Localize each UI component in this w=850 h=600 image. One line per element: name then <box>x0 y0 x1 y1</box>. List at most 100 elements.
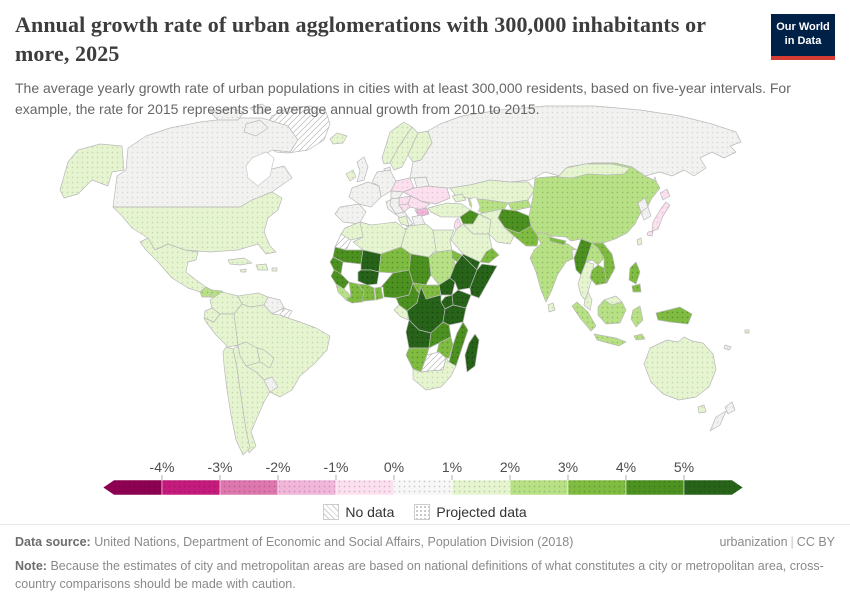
map-region-canada[interactable] <box>112 117 299 208</box>
map-region-arctic-islands[interactable] <box>243 119 269 137</box>
map-region-jamaica[interactable] <box>239 268 247 273</box>
map-region-chile[interactable] <box>222 346 251 456</box>
map-region-nigeria[interactable] <box>380 269 414 299</box>
map-region-japan-honshu[interactable] <box>651 201 671 232</box>
map-region-iceland[interactable] <box>329 132 348 145</box>
map-region-egypt[interactable] <box>432 229 455 253</box>
map-region-burkina-faso[interactable] <box>357 269 380 286</box>
map-region-serbia[interactable] <box>398 203 411 213</box>
projected-data-swatch-icon <box>414 504 431 520</box>
attribution-separator: | <box>790 535 794 549</box>
map-region-togo-benin[interactable] <box>374 286 384 301</box>
svg-text:2%: 2% <box>500 459 520 475</box>
map-region-oman[interactable] <box>479 247 500 264</box>
map-region-ghana[interactable] <box>357 283 376 303</box>
map-region-uruguay[interactable] <box>263 376 279 393</box>
hudson-bay <box>245 151 275 187</box>
map-region-mexico[interactable] <box>139 237 207 293</box>
map-region-gabon-congo[interactable] <box>393 304 410 321</box>
map-region-south-sudan[interactable] <box>438 277 456 296</box>
svg-text:0%: 0% <box>384 459 404 475</box>
map-region-bulgaria[interactable] <box>414 207 430 218</box>
map-region-france[interactable] <box>348 181 382 208</box>
data-source-text: United Nations, Department of Economic a… <box>94 535 574 549</box>
map-region-philippines[interactable] <box>628 261 641 285</box>
map-region-paraguay[interactable] <box>256 347 275 369</box>
projected-data-label: Projected data <box>436 504 527 520</box>
map-region-caucasus[interactable] <box>451 193 467 203</box>
map-region-sri-lanka[interactable] <box>547 302 556 313</box>
map-region-guyana-suriname[interactable] <box>263 296 285 315</box>
map-region-sulawesi[interactable] <box>630 305 644 328</box>
map-region-tanzania[interactable] <box>442 304 467 326</box>
map-region-puerto-rico[interactable] <box>271 267 278 272</box>
map-region-alaska[interactable] <box>59 143 125 199</box>
map-region-zimbabwe[interactable] <box>436 336 454 359</box>
svg-text:-3%: -3% <box>208 459 233 475</box>
no-data-swatch-icon <box>323 504 340 520</box>
map-region-ireland[interactable] <box>345 169 357 182</box>
map-region-japan-kyushu[interactable] <box>646 230 654 237</box>
map-region-mali[interactable] <box>360 249 382 273</box>
map-legend: -4% -3% -2% -1% 0% 1% 2% 3% 4% 5% No data Project… <box>0 459 850 520</box>
map-region-germany-central-europe[interactable] <box>371 169 397 198</box>
map-region-new-zealand-north[interactable] <box>724 401 736 415</box>
map-region-arctic-islands[interactable] <box>249 103 271 115</box>
map-region-spain-portugal[interactable] <box>334 203 367 225</box>
map-region-south-korea[interactable] <box>640 206 652 221</box>
legend-keys: No data Projected data <box>0 504 850 520</box>
svg-text:4%: 4% <box>616 459 636 475</box>
chart-footer: Data source: United Nations, Department … <box>0 524 850 600</box>
svg-text:-1%: -1% <box>324 459 349 475</box>
map-region-mongolia[interactable] <box>557 163 631 179</box>
map-region-united-kingdom[interactable] <box>356 156 369 183</box>
chart-note: Note: Because the estimates of city and … <box>15 557 835 593</box>
map-region-cuba[interactable] <box>227 257 253 266</box>
owid-logo-line2: in Data <box>784 35 822 47</box>
svg-text:3%: 3% <box>558 459 578 475</box>
chart-subtitle: The average yearly growth rate of urban … <box>15 80 791 118</box>
no-data-key: No data <box>323 504 394 520</box>
data-source-label: Data source: <box>15 535 91 549</box>
map-region-south-africa[interactable] <box>412 357 457 391</box>
map-region-mindanao[interactable] <box>631 283 642 293</box>
map-region-new-caledonia[interactable] <box>723 344 732 351</box>
map-region-kazakhstan[interactable] <box>449 179 536 204</box>
map-region-hispaniola[interactable] <box>255 263 269 271</box>
map-region-sumatra[interactable] <box>571 301 597 332</box>
map-region-cambodia[interactable] <box>589 264 608 286</box>
map-region-japan-hokkaido[interactable] <box>659 188 671 201</box>
map-region-malaysia[interactable] <box>583 291 593 311</box>
map-region-kalimantan[interactable] <box>597 299 627 325</box>
map-region-taiwan[interactable] <box>636 237 643 246</box>
chart-header: Annual growth rate of urban agglomeratio… <box>15 10 835 120</box>
no-data-label: No data <box>345 504 395 520</box>
map-region-china[interactable] <box>528 162 661 244</box>
owid-logo-line1: Our World <box>776 21 830 34</box>
attribution-line: urbanization | CC BY <box>719 534 835 552</box>
map-region-java[interactable] <box>593 333 627 347</box>
topic-link[interactable]: urbanization <box>719 535 788 549</box>
license-link[interactable]: CC BY <box>796 535 835 549</box>
map-region-tasmania[interactable] <box>697 404 707 414</box>
map-region-fiji[interactable] <box>744 329 750 334</box>
color-scale-bar[interactable]: -4% -3% -2% -1% 0% 1% 2% 3% 4% 5% <box>102 459 748 497</box>
map-region-timor[interactable] <box>633 333 646 341</box>
map-region-new-zealand-south[interactable] <box>709 410 727 432</box>
owid-logo[interactable]: Our World in Data <box>771 14 835 60</box>
map-region-arctic-islands[interactable] <box>209 107 245 121</box>
note-text: Because the estimates of city and metrop… <box>15 558 824 591</box>
map-region-russia[interactable] <box>409 105 742 189</box>
svg-text:5%: 5% <box>674 459 694 475</box>
note-label: Note: <box>15 558 47 573</box>
data-source-line: Data source: United Nations, Department … <box>15 534 573 552</box>
map-region-australia[interactable] <box>643 336 717 401</box>
map-region-nepal[interactable] <box>548 236 567 246</box>
svg-text:1%: 1% <box>442 459 462 475</box>
chart-title: Annual growth rate of urban agglomeratio… <box>15 12 706 67</box>
svg-text:-4%: -4% <box>150 459 175 475</box>
map-region-madagascar[interactable] <box>464 333 480 373</box>
map-region-new-guinea[interactable] <box>655 306 693 325</box>
